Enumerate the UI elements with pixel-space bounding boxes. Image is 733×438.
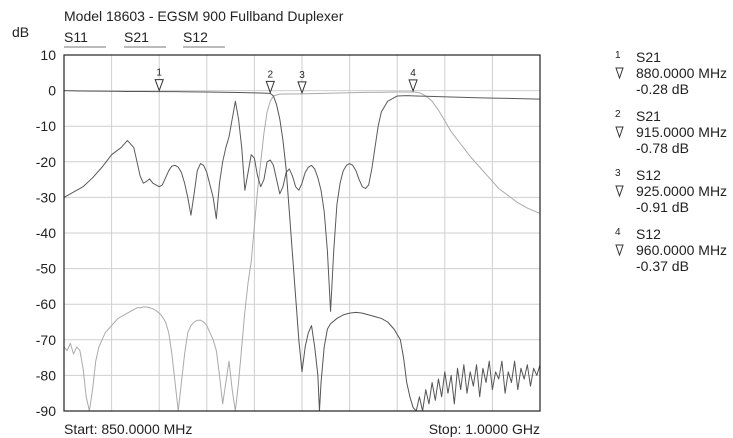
chart-markers: 1 2 3 4 — [154, 68, 418, 95]
readout-4-value: -0.37 dB — [636, 258, 689, 274]
marker-1-triangle — [154, 79, 164, 93]
readout-1-value: -0.28 dB — [636, 81, 689, 97]
y-tick-label: -60 — [36, 296, 56, 312]
chart-title: Model 18603 - EGSM 900 Fullband Duplexer — [64, 8, 344, 24]
y-tick-label: -40 — [36, 225, 56, 241]
marker-2-number: 2 — [267, 69, 273, 80]
marker-3-number: 3 — [299, 70, 305, 81]
readout-4-triangle — [615, 244, 624, 257]
start-frequency-label: Start: 850.0000 MHz — [64, 421, 192, 437]
trace-s12 — [63, 91, 541, 412]
readout-1-frequency: 880.0000 MHz — [636, 65, 727, 81]
legend-label-s11: S11 — [64, 29, 88, 45]
y-tick-label: 10 — [40, 47, 56, 63]
chart-grid — [64, 55, 540, 411]
plot-frame — [63, 54, 541, 412]
readout-2-number: 2 — [615, 109, 621, 120]
marker-2-triangle — [265, 80, 275, 94]
y-tick-label: -50 — [36, 261, 56, 277]
y-tick-label: 0 — [48, 83, 56, 99]
y-tick-label: -20 — [36, 154, 56, 170]
y-axis-label: dB — [12, 24, 29, 40]
readout-3-value: -0.91 dB — [636, 199, 689, 215]
trace-s21 — [63, 90, 541, 412]
y-tick-label: -30 — [36, 189, 56, 205]
readout-3-number: 3 — [615, 168, 621, 179]
readout-3-triangle — [615, 185, 624, 198]
y-tick-label: -10 — [36, 118, 56, 134]
trace-s11 — [63, 95, 541, 312]
stop-frequency-label: Stop: 1.0000 GHz — [429, 421, 540, 437]
readout-2-triangle — [615, 126, 624, 139]
marker-1-number: 1 — [156, 68, 162, 79]
readout-1-triangle — [615, 67, 624, 80]
legend-label-s21: S21 — [124, 29, 149, 45]
readout-1-trace: S21 — [636, 49, 661, 65]
readout-2-trace: S21 — [636, 108, 661, 124]
marker-4-triangle — [408, 79, 418, 93]
marker-3-triangle — [297, 81, 307, 95]
y-tick-label: -90 — [36, 403, 56, 419]
readout-3-trace: S12 — [636, 167, 661, 183]
y-tick-label: -80 — [36, 367, 56, 383]
readout-4-trace: S12 — [636, 226, 661, 242]
chart-legend: S11 S21 S12 — [64, 29, 225, 48]
y-tick-label: -70 — [36, 332, 56, 348]
readout-4-frequency: 960.0000 MHz — [636, 242, 727, 258]
readout-1-number: 1 — [615, 50, 621, 61]
readout-2-frequency: 915.0000 MHz — [636, 124, 727, 140]
y-axis-ticks: 10 0 -10 -20 -30 -40 -50 -60 -70 -80 -90 — [36, 47, 56, 419]
marker-4-number: 4 — [410, 68, 416, 79]
chart-traces — [63, 90, 541, 412]
readout-4-number: 4 — [615, 227, 621, 238]
legend-label-s12: S12 — [183, 29, 208, 45]
readout-3-frequency: 925.0000 MHz — [636, 183, 727, 199]
readout-2-value: -0.78 dB — [636, 140, 689, 156]
